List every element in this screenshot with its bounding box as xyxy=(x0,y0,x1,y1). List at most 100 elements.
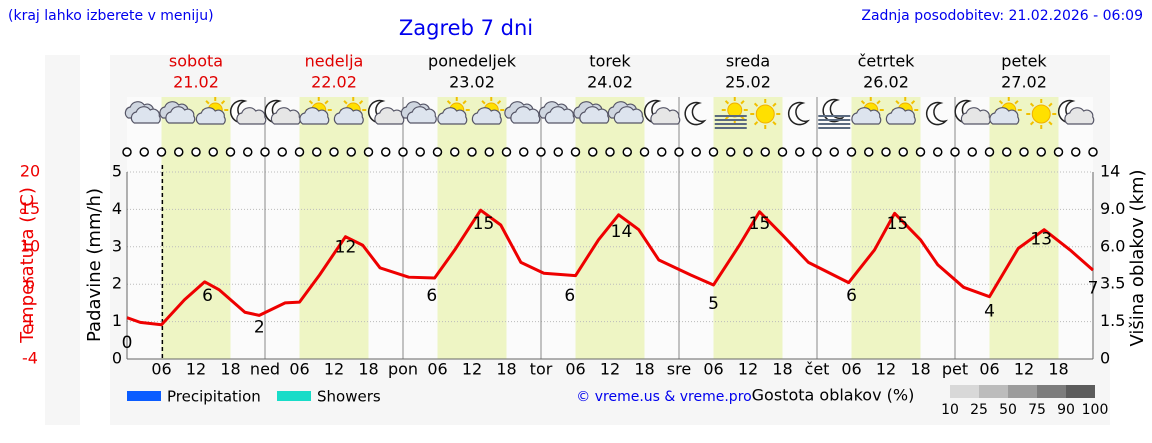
wind-calm xyxy=(829,147,839,157)
cloud xyxy=(650,107,681,125)
wind-calm xyxy=(743,147,753,157)
weather-icon xyxy=(437,97,470,125)
moon xyxy=(787,101,811,126)
wind-calm xyxy=(363,147,374,157)
wind-calm xyxy=(1053,147,1064,157)
night-shade xyxy=(403,97,438,359)
weather-icon xyxy=(714,97,748,129)
temp-tick-label: -4 xyxy=(22,349,38,368)
weather-icon xyxy=(504,101,541,124)
cloud xyxy=(544,106,575,124)
wind-calm xyxy=(726,147,736,157)
wind-calm xyxy=(156,147,167,157)
wind-calm xyxy=(950,147,960,157)
x-tick-label: 12 xyxy=(876,360,896,379)
x-tick-label: 06 xyxy=(703,360,723,379)
night-shade xyxy=(265,97,300,359)
sun-ray xyxy=(308,100,314,105)
temp-label: 15 xyxy=(473,214,495,234)
y2-tick-label: 3.5 xyxy=(1100,274,1125,293)
wind-calm xyxy=(294,147,305,157)
wind-calm xyxy=(1071,147,1081,157)
cloud xyxy=(579,106,610,124)
cloud xyxy=(333,107,364,125)
weather-icon xyxy=(607,101,644,124)
weather-icon xyxy=(367,99,405,125)
wind-calm xyxy=(415,147,425,157)
legend-swatch xyxy=(277,391,311,401)
wind-calm xyxy=(570,147,581,157)
sun-ray xyxy=(772,121,777,126)
cloud xyxy=(299,107,330,125)
wind-calm xyxy=(864,147,874,157)
x-tick-label: 06 xyxy=(427,360,447,379)
day-name: torek xyxy=(589,52,631,71)
chart-title: Zagreb 7 dni xyxy=(399,16,533,40)
temp-label: 4 xyxy=(984,302,995,322)
weather-icon xyxy=(195,97,229,125)
night-shade xyxy=(506,97,541,359)
wind-calm xyxy=(674,147,684,157)
cloud xyxy=(130,106,161,124)
y-axis-title: Padavine (mm/h) xyxy=(84,188,105,342)
sun-ray xyxy=(895,100,900,105)
wind-calm xyxy=(519,147,529,157)
day-name: sreda xyxy=(726,52,770,71)
x-tick-label: 18 xyxy=(1048,360,1068,379)
temp-label: 14 xyxy=(611,222,633,242)
weather-icon xyxy=(538,101,575,124)
day-shade xyxy=(437,97,507,359)
temp-tick-label: 6 xyxy=(25,274,35,293)
cloud xyxy=(236,107,267,125)
cloud xyxy=(510,106,541,124)
wind-calm xyxy=(708,147,719,157)
weather-icon xyxy=(885,97,919,125)
temp-tick-label: 10 xyxy=(20,236,40,255)
weather-icon xyxy=(818,98,851,129)
night-shade xyxy=(541,97,576,359)
x-tick-label: pet xyxy=(942,360,968,379)
sun xyxy=(755,104,775,124)
x-tick-label: tor xyxy=(530,360,553,379)
y-tick-label: 1 xyxy=(112,311,122,330)
temp-label: 6 xyxy=(564,286,575,306)
legend-label: Precipitation xyxy=(167,388,261,406)
wind-calm xyxy=(777,147,788,157)
night-shade xyxy=(782,97,817,359)
y-tick-label: 3 xyxy=(112,236,122,255)
night-shade xyxy=(955,97,990,359)
sun-ray xyxy=(1029,121,1035,126)
sun xyxy=(727,102,743,118)
day-shade xyxy=(161,97,231,359)
cloud xyxy=(989,107,1020,125)
x-tick-label: sre xyxy=(667,360,691,379)
wind-calm xyxy=(501,147,512,157)
temp-label: 15 xyxy=(887,214,909,234)
day-shade xyxy=(575,97,645,359)
x-tick-label: čet xyxy=(805,360,830,379)
cloud-scale-tick: 50 xyxy=(999,402,1017,418)
y2-tick-label: 14 xyxy=(1100,162,1120,181)
temp-label: 15 xyxy=(749,214,771,234)
wind-calm xyxy=(1088,147,1098,157)
x-tick-label: 12 xyxy=(324,360,344,379)
sun-ray xyxy=(772,102,777,107)
day-name: ponedeljek xyxy=(428,52,517,71)
sun-ray xyxy=(1014,100,1019,105)
y-tick-label: 0 xyxy=(112,349,122,368)
wind-calm xyxy=(398,147,408,157)
wind-calm xyxy=(691,147,701,157)
wind-calm xyxy=(277,147,287,157)
wind-calm xyxy=(881,147,891,157)
x-tick-label: 12 xyxy=(600,360,620,379)
cloud-scale-tick: 90 xyxy=(1057,402,1075,418)
wind-calm xyxy=(553,147,563,157)
weather-icon xyxy=(159,101,196,124)
sun-ray xyxy=(1048,102,1053,107)
cloud-scale-swatch xyxy=(979,385,1008,398)
wind-calm xyxy=(122,147,132,157)
sun-ray xyxy=(496,100,502,105)
cloud xyxy=(165,106,196,124)
sun-ray xyxy=(753,102,759,107)
temp-label: 6 xyxy=(202,286,213,306)
